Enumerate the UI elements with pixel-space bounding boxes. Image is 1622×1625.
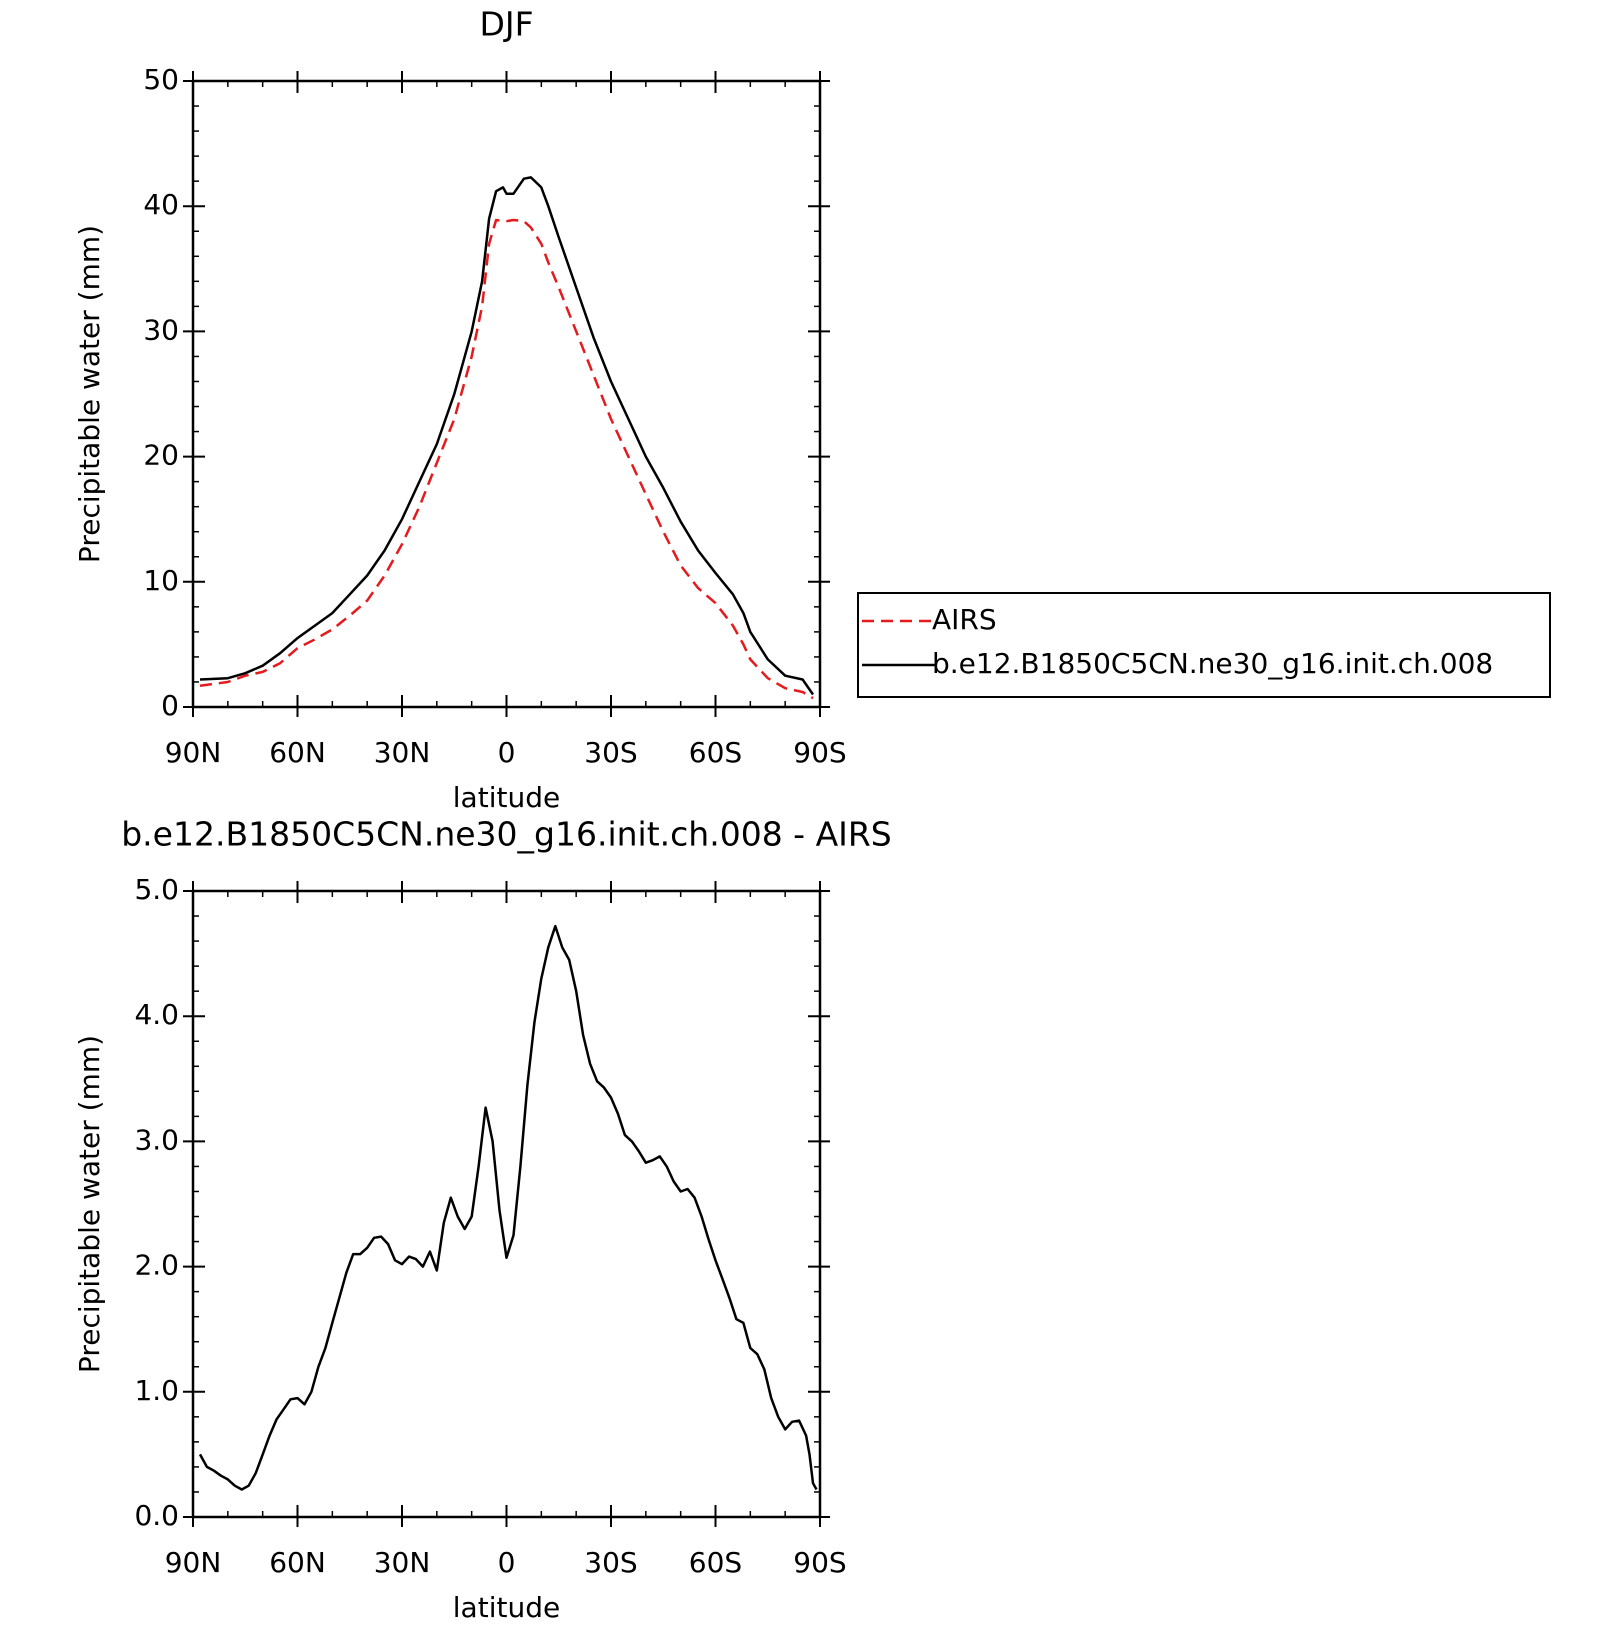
- chart-title: b.e12.B1850C5CN.ne30_g16.init.ch.008 - A…: [121, 815, 892, 854]
- y-tick-label: 2.0: [134, 1249, 179, 1282]
- x-axis-label: latitude: [453, 1591, 560, 1624]
- y-tick-label: 4.0: [134, 998, 179, 1031]
- x-tick-label: 60S: [689, 736, 742, 769]
- y-axis-label: Precipitable water (mm): [73, 1035, 106, 1373]
- y-tick-label: 20: [143, 439, 179, 472]
- data-line: [199, 218, 814, 700]
- y-tick-label: 5.0: [134, 873, 179, 906]
- x-tick-label: 30N: [374, 736, 431, 769]
- x-tick-label: 60S: [689, 1546, 742, 1579]
- x-tick-label: 90S: [793, 736, 846, 769]
- x-tick-label: 0: [498, 736, 516, 769]
- y-axis-label: Precipitable water (mm): [73, 225, 106, 563]
- x-tick-label: 90S: [793, 1546, 846, 1579]
- x-tick-label: 60N: [269, 1546, 326, 1579]
- legend-box: [857, 592, 1551, 698]
- x-tick-label: 60N: [269, 736, 326, 769]
- data-line: [198, 924, 818, 1491]
- y-tick-label: 30: [143, 313, 179, 346]
- x-tick-label: 30S: [584, 736, 637, 769]
- legend-label: b.e12.B1850C5CN.ne30_g16.init.ch.008: [932, 647, 1493, 680]
- y-tick-label: 0: [161, 689, 179, 722]
- x-tick-label: 0: [498, 1546, 516, 1579]
- x-tick-label: 30S: [584, 1546, 637, 1579]
- y-tick-label: 1.0: [134, 1374, 179, 1407]
- x-axis-label: latitude: [453, 781, 560, 814]
- y-tick-label: 3.0: [134, 1123, 179, 1156]
- x-tick-label: 90N: [165, 1546, 222, 1579]
- y-tick-label: 50: [143, 63, 179, 96]
- chart-title: DJF: [479, 5, 533, 44]
- y-tick-label: 10: [143, 564, 179, 597]
- plot-frame: [191, 889, 822, 1519]
- legend-label: AIRS: [932, 603, 997, 636]
- y-tick-label: 40: [143, 188, 179, 221]
- plot-frame: [191, 79, 822, 709]
- x-tick-label: 30N: [374, 1546, 431, 1579]
- y-tick-label: 0.0: [134, 1499, 179, 1532]
- data-line: [199, 176, 815, 696]
- x-tick-label: 90N: [165, 736, 222, 769]
